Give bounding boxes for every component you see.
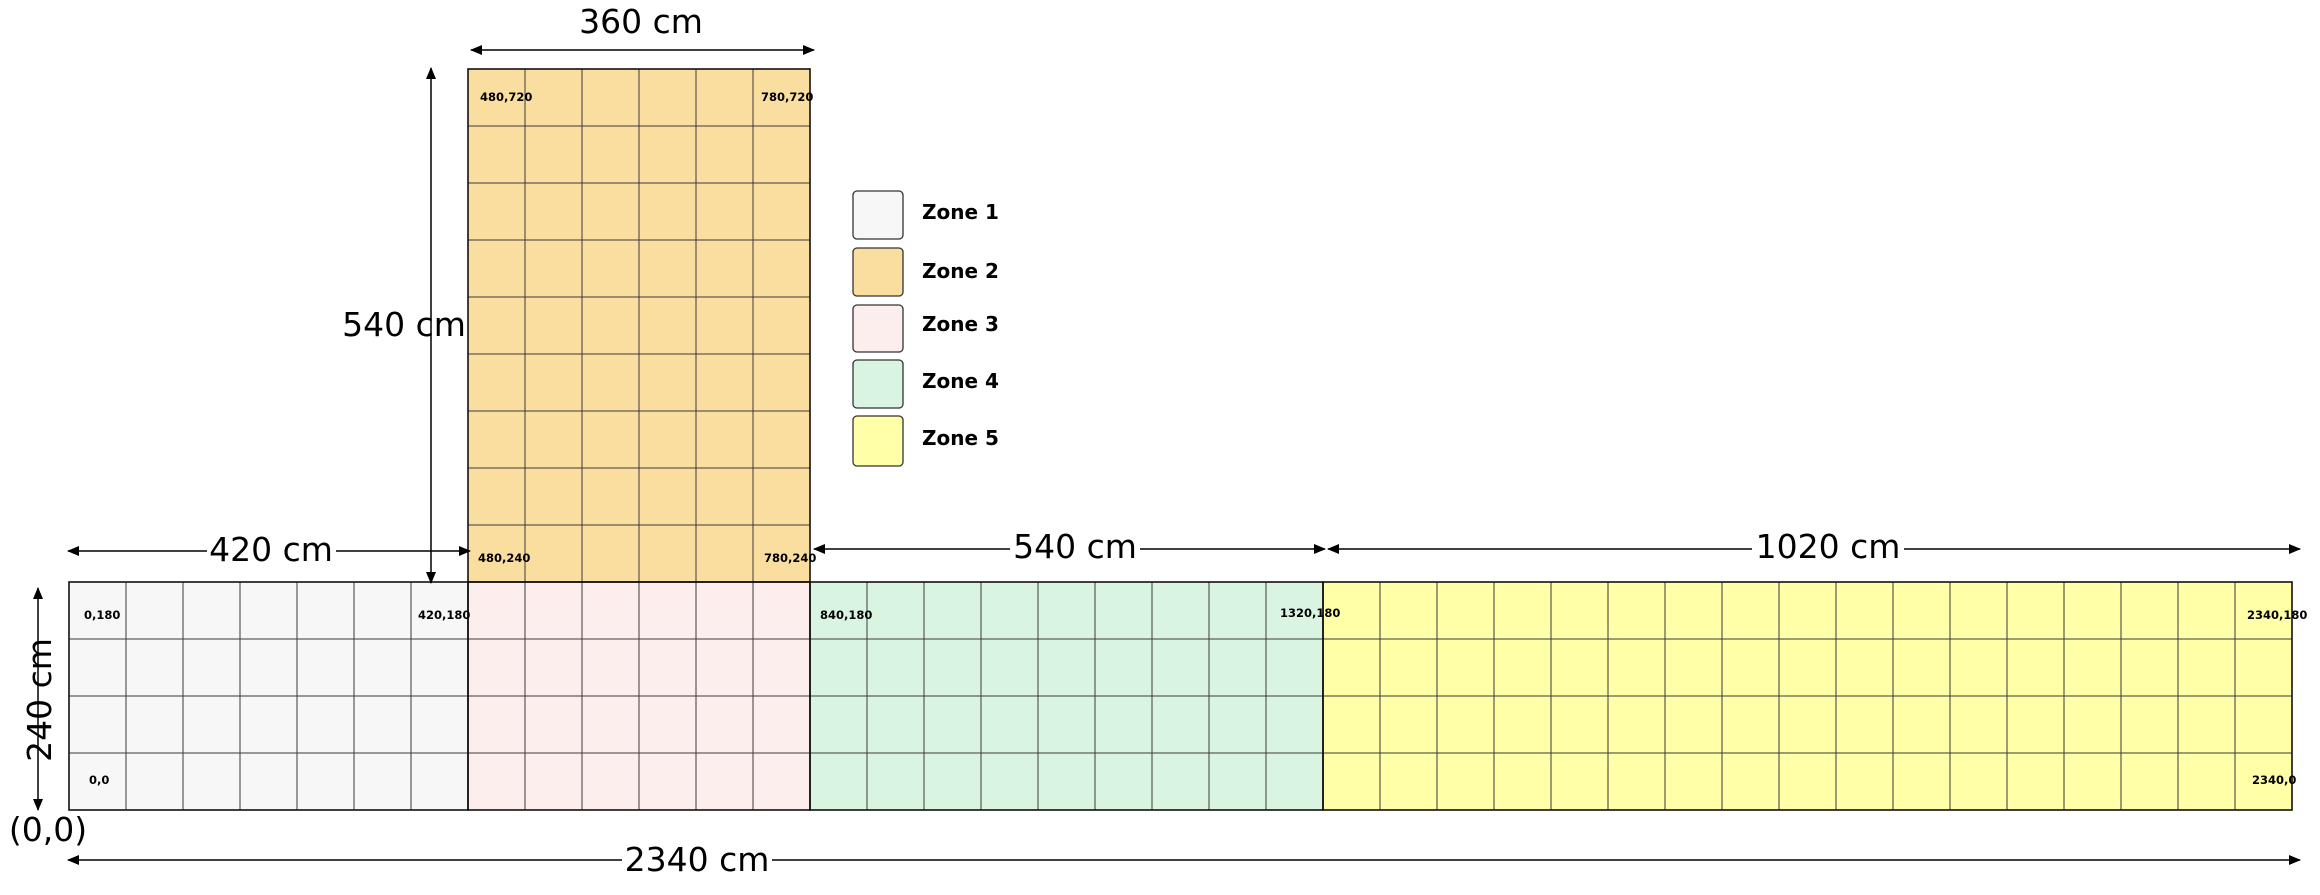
- corner-label-zone1-top-right: 420,180: [418, 608, 470, 622]
- legend-label-zone4: Zone 4: [922, 369, 999, 393]
- corner-labels: 0,180 420,180 0,0 480,720 780,720 480,24…: [84, 90, 2307, 787]
- origin-label: (0,0): [9, 810, 87, 849]
- legend-swatch-zone3: [852, 304, 904, 353]
- legend-swatch-zone1: [852, 190, 904, 240]
- legend-item-zone4: Zone 4: [852, 359, 999, 409]
- corner-label-zone1-top-left: 0,180: [84, 608, 120, 622]
- legend-item-zone5: Zone 5: [852, 415, 999, 467]
- zone4-width-label: 540 cm: [1013, 527, 1137, 566]
- legend: Zone 1 Zone 2 Zone 3 Zone 4 Zone 5: [852, 190, 999, 467]
- corner-label-zone2-bottom-right: 780,240: [764, 551, 816, 565]
- legend-label-zone5: Zone 5: [922, 426, 999, 450]
- zone5-outline: [1322, 581, 2293, 811]
- corner-label-zone5-top-right: 2340,180: [2247, 608, 2307, 622]
- zones-layer: [69, 69, 2292, 810]
- corner-label-zone2-top-left: 480,720: [480, 90, 532, 104]
- zone-outlines: [68, 68, 2293, 811]
- dimension-labels: 360 cm 540 cm 420 cm 540 cm 1020 cm 240 …: [9, 2, 1901, 879]
- legend-item-zone1: Zone 1: [852, 190, 999, 240]
- tile-grid: [69, 69, 2292, 810]
- corner-label-zone4-top-left: 840,180: [820, 608, 872, 622]
- corner-label-zone5-bottom-right: 2340,0: [2252, 773, 2296, 787]
- legend-label-zone3: Zone 3: [922, 312, 999, 336]
- zone2-width-label: 360 cm: [579, 2, 703, 41]
- total-width-label: 2340 cm: [625, 840, 770, 879]
- zone5-width-label: 1020 cm: [1756, 527, 1901, 566]
- corner-label-zone1-bottom-left: 0,0: [89, 773, 109, 787]
- legend-label-zone2: Zone 2: [922, 259, 999, 283]
- legend-item-zone3: Zone 3: [852, 304, 999, 353]
- zone2-height-label: 540 cm: [342, 305, 466, 344]
- legend-label-zone1: Zone 1: [922, 200, 999, 224]
- zone1-width-label: 420 cm: [209, 530, 333, 569]
- total-height-label: 240 cm: [20, 638, 59, 762]
- corner-label-zone2-top-right: 780,720: [761, 90, 813, 104]
- corner-label-zone2-bottom-left: 480,240: [478, 551, 530, 565]
- legend-swatch-zone5: [852, 415, 904, 467]
- legend-item-zone2: Zone 2: [852, 247, 999, 297]
- dimension-lines: [33, 45, 2301, 865]
- corner-label-zone4-top-right: 1320,180: [1280, 606, 1340, 620]
- legend-swatch-zone4: [852, 359, 904, 409]
- legend-swatch-zone2: [852, 247, 904, 297]
